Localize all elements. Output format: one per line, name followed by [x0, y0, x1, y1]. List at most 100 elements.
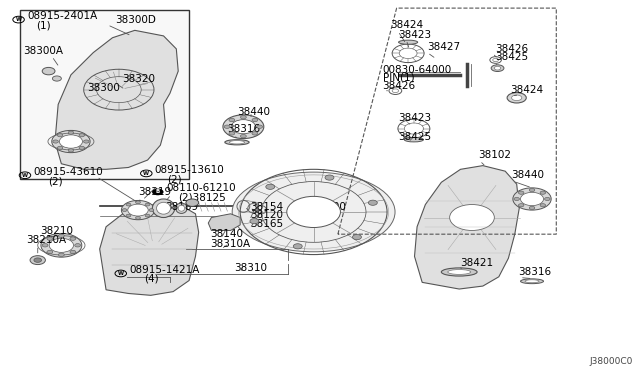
- Text: B: B: [156, 189, 160, 195]
- Circle shape: [514, 198, 520, 201]
- Ellipse shape: [442, 268, 477, 276]
- Text: PIN(1): PIN(1): [383, 73, 414, 83]
- Circle shape: [79, 146, 84, 150]
- Text: 38140: 38140: [210, 229, 243, 238]
- Ellipse shape: [225, 140, 249, 145]
- Circle shape: [145, 214, 150, 217]
- Text: 08915-13610: 08915-13610: [155, 165, 225, 175]
- Polygon shape: [415, 166, 519, 289]
- Circle shape: [58, 234, 64, 238]
- Text: (2): (2): [49, 176, 63, 186]
- Circle shape: [58, 253, 64, 256]
- Text: 38425: 38425: [398, 132, 431, 142]
- Ellipse shape: [175, 203, 187, 214]
- Ellipse shape: [232, 172, 395, 252]
- Circle shape: [152, 189, 164, 195]
- Text: W: W: [118, 271, 124, 276]
- Ellipse shape: [404, 137, 424, 142]
- Circle shape: [293, 244, 302, 249]
- Text: 08915-43610: 08915-43610: [33, 167, 103, 177]
- Text: (4): (4): [145, 273, 159, 283]
- Circle shape: [68, 131, 74, 134]
- Circle shape: [122, 201, 155, 220]
- Circle shape: [229, 132, 235, 135]
- Text: 38120: 38120: [250, 210, 283, 220]
- Circle shape: [540, 203, 546, 207]
- Circle shape: [518, 191, 524, 194]
- Text: 38426: 38426: [495, 44, 529, 54]
- Circle shape: [241, 134, 246, 138]
- Text: 38189: 38189: [166, 202, 198, 212]
- Text: 38102: 38102: [478, 150, 511, 160]
- Text: 38426: 38426: [383, 81, 416, 92]
- Ellipse shape: [178, 205, 184, 211]
- Ellipse shape: [229, 141, 244, 144]
- Circle shape: [52, 76, 61, 81]
- Text: (2)38125: (2)38125: [178, 193, 226, 203]
- Circle shape: [369, 200, 378, 205]
- Text: 38300: 38300: [87, 83, 120, 93]
- Circle shape: [545, 198, 550, 201]
- Text: 38320: 38320: [122, 74, 155, 84]
- Circle shape: [252, 132, 258, 135]
- Circle shape: [450, 205, 494, 231]
- Circle shape: [266, 184, 275, 189]
- Circle shape: [231, 120, 255, 134]
- Text: 38100: 38100: [314, 202, 346, 212]
- Circle shape: [70, 250, 76, 254]
- Circle shape: [53, 140, 58, 143]
- Circle shape: [223, 115, 264, 138]
- Circle shape: [79, 134, 84, 137]
- Circle shape: [41, 234, 82, 257]
- Polygon shape: [208, 214, 240, 231]
- Circle shape: [145, 203, 150, 206]
- Circle shape: [30, 256, 45, 264]
- Text: 38316: 38316: [227, 124, 260, 134]
- Text: (2): (2): [167, 174, 181, 184]
- Ellipse shape: [152, 199, 175, 218]
- Circle shape: [250, 219, 259, 224]
- Circle shape: [49, 238, 74, 252]
- Circle shape: [128, 204, 148, 216]
- Ellipse shape: [507, 93, 526, 103]
- Circle shape: [75, 244, 81, 247]
- Circle shape: [122, 209, 127, 212]
- Text: 38165: 38165: [250, 219, 283, 229]
- Ellipse shape: [392, 89, 399, 93]
- Text: 38300A: 38300A: [23, 46, 63, 56]
- Circle shape: [60, 135, 83, 148]
- Text: 38310: 38310: [234, 263, 267, 273]
- Circle shape: [257, 125, 262, 128]
- Text: 38423: 38423: [398, 30, 431, 39]
- Circle shape: [518, 203, 524, 207]
- Circle shape: [513, 188, 551, 210]
- Text: 38310A: 38310A: [210, 239, 250, 249]
- Text: W: W: [143, 171, 149, 176]
- Text: 08915-2401A: 08915-2401A: [27, 11, 97, 21]
- Circle shape: [47, 250, 52, 254]
- Circle shape: [47, 237, 52, 240]
- Circle shape: [252, 118, 258, 122]
- Circle shape: [58, 134, 63, 137]
- Circle shape: [126, 214, 131, 217]
- Ellipse shape: [491, 65, 504, 71]
- Text: 08110-61210: 08110-61210: [166, 183, 236, 193]
- Circle shape: [83, 140, 89, 143]
- Ellipse shape: [493, 58, 499, 62]
- Circle shape: [224, 125, 230, 128]
- Circle shape: [287, 196, 340, 228]
- Circle shape: [241, 116, 246, 119]
- Ellipse shape: [157, 202, 171, 214]
- Circle shape: [136, 217, 140, 219]
- Circle shape: [353, 234, 362, 240]
- Text: (1): (1): [36, 20, 51, 31]
- Text: 38210: 38210: [40, 226, 74, 236]
- Text: 38424: 38424: [390, 20, 424, 31]
- Circle shape: [52, 131, 90, 153]
- Ellipse shape: [448, 270, 470, 275]
- Text: 00830-64000: 00830-64000: [383, 65, 452, 75]
- Circle shape: [186, 199, 198, 206]
- Ellipse shape: [520, 279, 543, 284]
- Circle shape: [70, 237, 76, 240]
- Circle shape: [126, 203, 131, 206]
